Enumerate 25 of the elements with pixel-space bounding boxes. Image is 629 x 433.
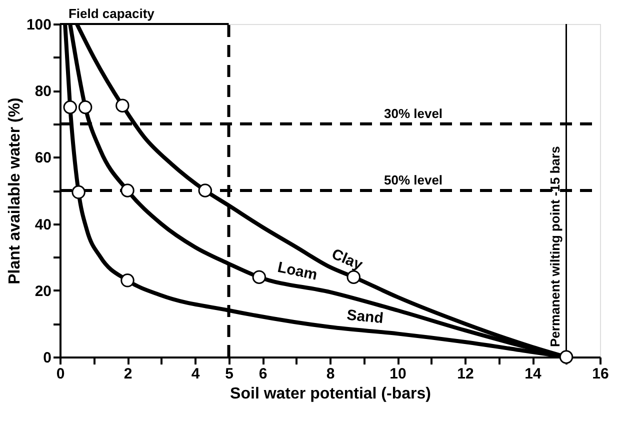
- y-axis-title: Plant available water (%): [6, 98, 24, 284]
- y-tick-label: 60: [34, 150, 52, 167]
- y-tick-label: 0: [43, 350, 52, 366]
- x-axis-title: Soil water potential (-bars): [230, 386, 431, 402]
- ref-line-label: 50% level: [384, 172, 443, 188]
- x-tick-label: 0: [56, 366, 65, 382]
- ref-line-label: 30% level: [384, 106, 443, 121]
- ref-line-label: Field capacity: [68, 6, 156, 21]
- x-tick-label: 5: [225, 366, 234, 382]
- ref-line-label: Permanent wilting point -15 bars: [547, 146, 562, 348]
- x-tick-label: 16: [592, 366, 609, 382]
- text: Loam: [276, 258, 319, 284]
- text: Sand: [346, 306, 384, 328]
- y-tick-label: 80: [34, 83, 52, 100]
- x-tick-label: 2: [124, 366, 132, 382]
- y-tick-label: 20: [34, 282, 52, 300]
- text: Clay: [329, 246, 366, 274]
- x-tick-label: 12: [457, 366, 474, 382]
- x-tick-label: 8: [326, 366, 335, 382]
- y-tick-label: 100: [26, 16, 52, 34]
- x-tick-label: 6: [258, 366, 268, 382]
- y-tick-label: 40: [34, 216, 52, 234]
- x-tick-label: 10: [390, 366, 406, 382]
- x-tick-label: 14: [524, 366, 542, 382]
- x-tick-label: 4: [191, 366, 200, 382]
